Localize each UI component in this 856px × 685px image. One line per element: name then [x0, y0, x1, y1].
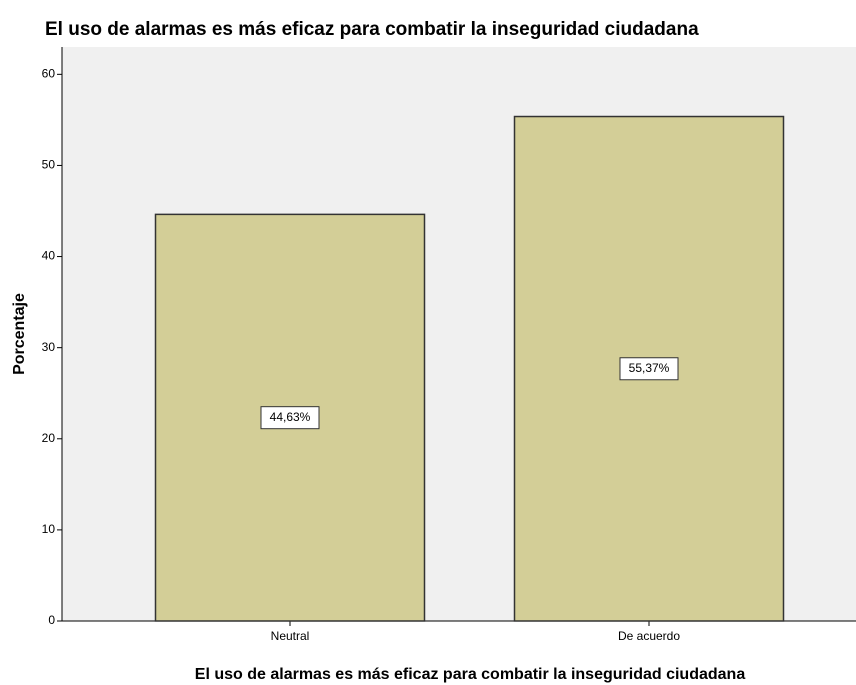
- value-label-box: [619, 357, 679, 381]
- y-tick-label: 10: [42, 522, 56, 536]
- x-axis-title: El uso de alarmas es más eficaz para com…: [195, 666, 746, 683]
- y-tick-label: 60: [42, 67, 56, 81]
- y-tick-label: 0: [48, 613, 55, 627]
- y-tick-label: 40: [42, 249, 56, 263]
- y-axis-title: Porcentaje: [11, 293, 28, 375]
- value-label: 44,63%: [270, 410, 311, 424]
- y-tick-label: 30: [42, 340, 56, 354]
- chart-title: El uso de alarmas es más eficaz para com…: [45, 19, 699, 40]
- value-label: 55,37%: [629, 361, 670, 375]
- x-tick-label: Neutral: [271, 629, 310, 643]
- value-label-box: [260, 406, 320, 430]
- x-tick-label: De acuerdo: [618, 629, 680, 643]
- y-tick-label: 20: [42, 431, 56, 445]
- y-tick-label: 50: [42, 158, 56, 172]
